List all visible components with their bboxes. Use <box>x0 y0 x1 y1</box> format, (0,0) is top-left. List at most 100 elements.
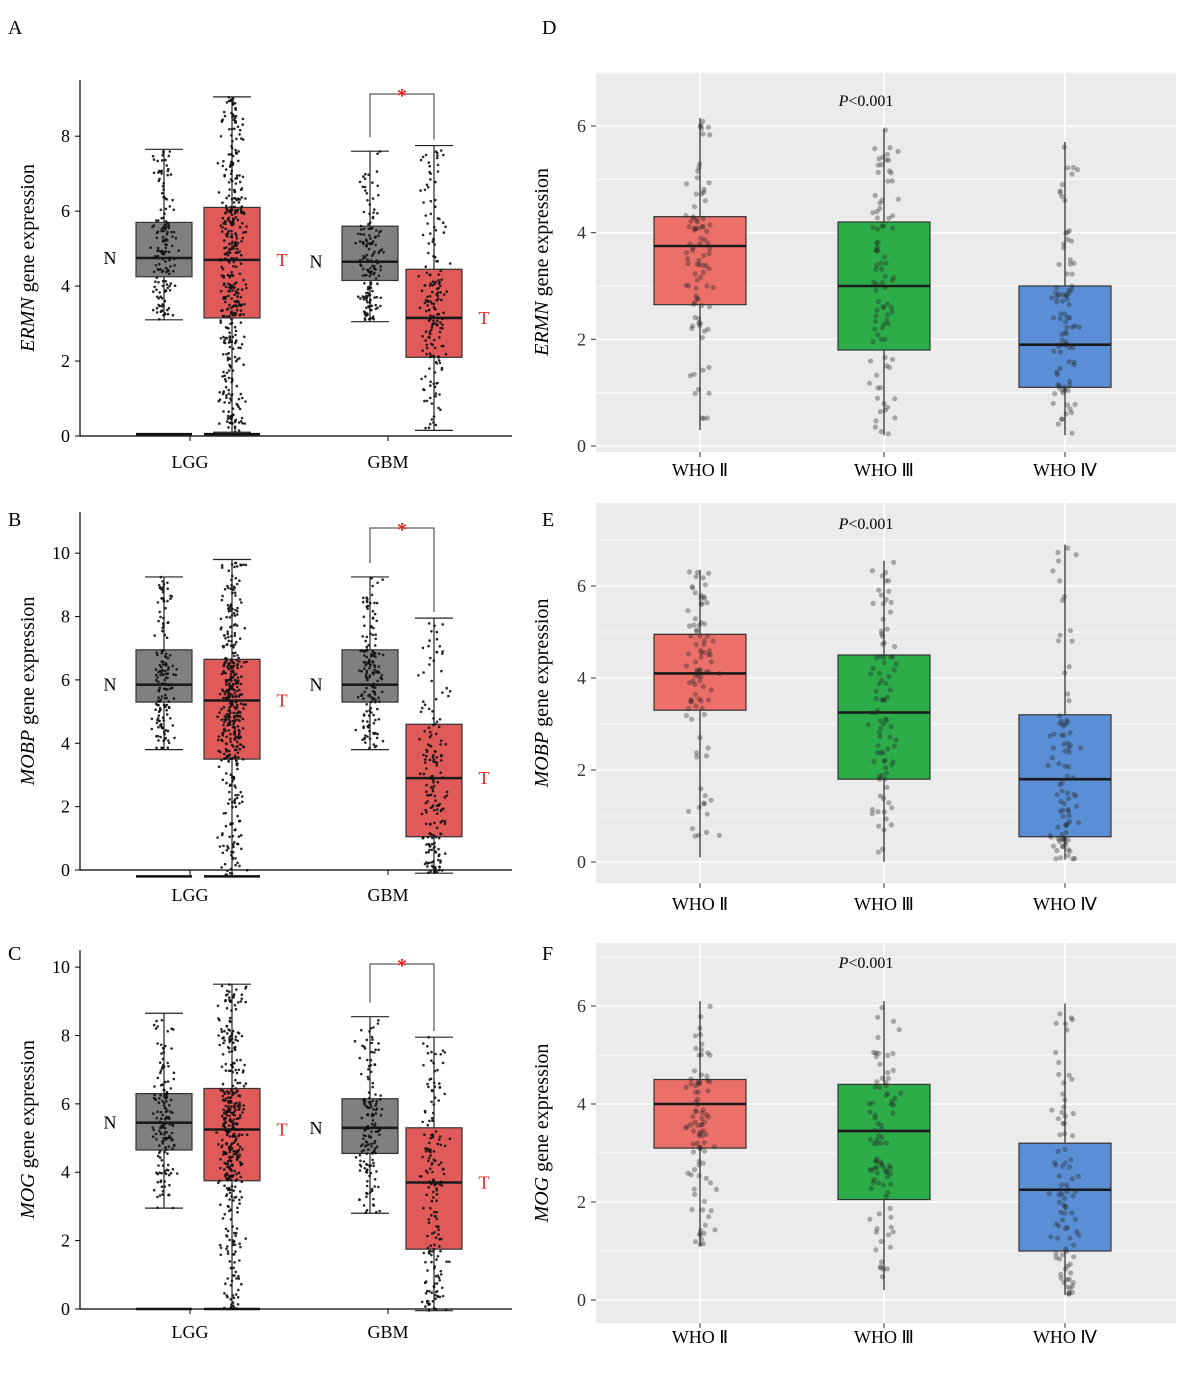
data-point <box>693 642 699 648</box>
data-point <box>683 1125 689 1131</box>
data-point <box>1061 732 1067 738</box>
data-point <box>708 687 714 693</box>
data-point <box>371 181 374 184</box>
data-point <box>442 293 446 296</box>
data-point <box>235 152 238 155</box>
data-point <box>369 1105 373 1108</box>
data-point <box>381 653 385 657</box>
data-point <box>233 634 237 638</box>
data-point <box>683 282 689 288</box>
data-point <box>223 727 226 731</box>
data-point <box>230 1050 234 1053</box>
data-point <box>700 1207 706 1213</box>
data-point <box>157 281 160 284</box>
data-point <box>426 1269 429 1272</box>
data-point <box>697 1146 703 1152</box>
data-point <box>156 1110 159 1114</box>
data-point <box>438 718 442 721</box>
data-point <box>874 1164 880 1170</box>
data-point <box>228 1135 232 1138</box>
data-point <box>219 337 223 340</box>
data-point <box>164 705 167 709</box>
data-point <box>153 1085 156 1088</box>
data-point <box>882 127 889 133</box>
data-point <box>435 630 439 634</box>
data-point <box>228 331 231 335</box>
data-point <box>231 113 235 116</box>
data-point <box>683 212 689 219</box>
data-point <box>1067 848 1073 854</box>
data-point <box>240 693 244 696</box>
data-point <box>445 290 449 293</box>
data-point <box>424 375 427 378</box>
data-point <box>374 235 378 239</box>
data-point <box>434 308 437 311</box>
data-point <box>886 364 893 370</box>
data-point <box>436 780 440 784</box>
data-point <box>154 1132 158 1136</box>
data-point <box>366 678 369 682</box>
data-point <box>425 399 429 403</box>
data-point <box>225 352 228 356</box>
data-point <box>706 180 712 186</box>
data-point <box>238 1190 242 1193</box>
data-point <box>231 139 234 143</box>
data-point <box>233 654 236 658</box>
data-point <box>433 841 436 845</box>
data-point <box>425 1193 429 1197</box>
data-point <box>167 222 170 226</box>
data-point <box>368 737 372 741</box>
data-point <box>420 812 424 816</box>
data-point <box>169 173 173 176</box>
box-who <box>653 1078 747 1149</box>
data-point <box>873 688 879 694</box>
data-point <box>232 723 235 726</box>
data-point <box>230 223 233 227</box>
data-point <box>1063 1204 1069 1211</box>
data-point <box>439 321 442 324</box>
data-point <box>1076 324 1082 330</box>
data-point <box>165 1099 168 1103</box>
data-point <box>1065 853 1071 859</box>
data-point <box>235 1117 239 1120</box>
data-point <box>1060 1163 1066 1169</box>
data-point <box>428 758 432 762</box>
data-point <box>878 725 884 731</box>
data-point <box>240 675 243 678</box>
data-point <box>885 321 891 327</box>
data-point <box>435 1282 439 1285</box>
box-who <box>1018 714 1112 838</box>
data-point <box>158 177 161 181</box>
data-point <box>235 640 238 644</box>
data-point <box>236 1031 240 1034</box>
data-point <box>354 241 358 245</box>
data-point <box>164 207 168 211</box>
data-point <box>225 1187 229 1190</box>
data-point <box>888 1181 894 1187</box>
data-point <box>428 295 432 298</box>
data-point <box>226 358 230 362</box>
data-point <box>1062 1146 1068 1153</box>
panel-label: B <box>8 509 21 531</box>
data-point <box>223 374 226 378</box>
data-point <box>164 729 168 732</box>
data-point <box>438 865 441 869</box>
data-point <box>1076 1232 1082 1238</box>
data-point <box>434 799 437 802</box>
data-point <box>229 757 232 761</box>
data-point <box>885 1070 891 1076</box>
data-point <box>237 1277 241 1280</box>
data-point <box>428 1119 431 1123</box>
data-point <box>886 578 892 584</box>
data-point <box>240 665 243 668</box>
data-point <box>867 1216 873 1222</box>
data-point <box>425 1289 429 1293</box>
data-point <box>371 1119 375 1122</box>
data-point <box>873 1229 880 1235</box>
data-point <box>430 1214 433 1217</box>
data-point <box>233 1048 237 1051</box>
data-point <box>364 1104 368 1108</box>
data-point <box>223 339 226 342</box>
data-point <box>431 280 435 284</box>
